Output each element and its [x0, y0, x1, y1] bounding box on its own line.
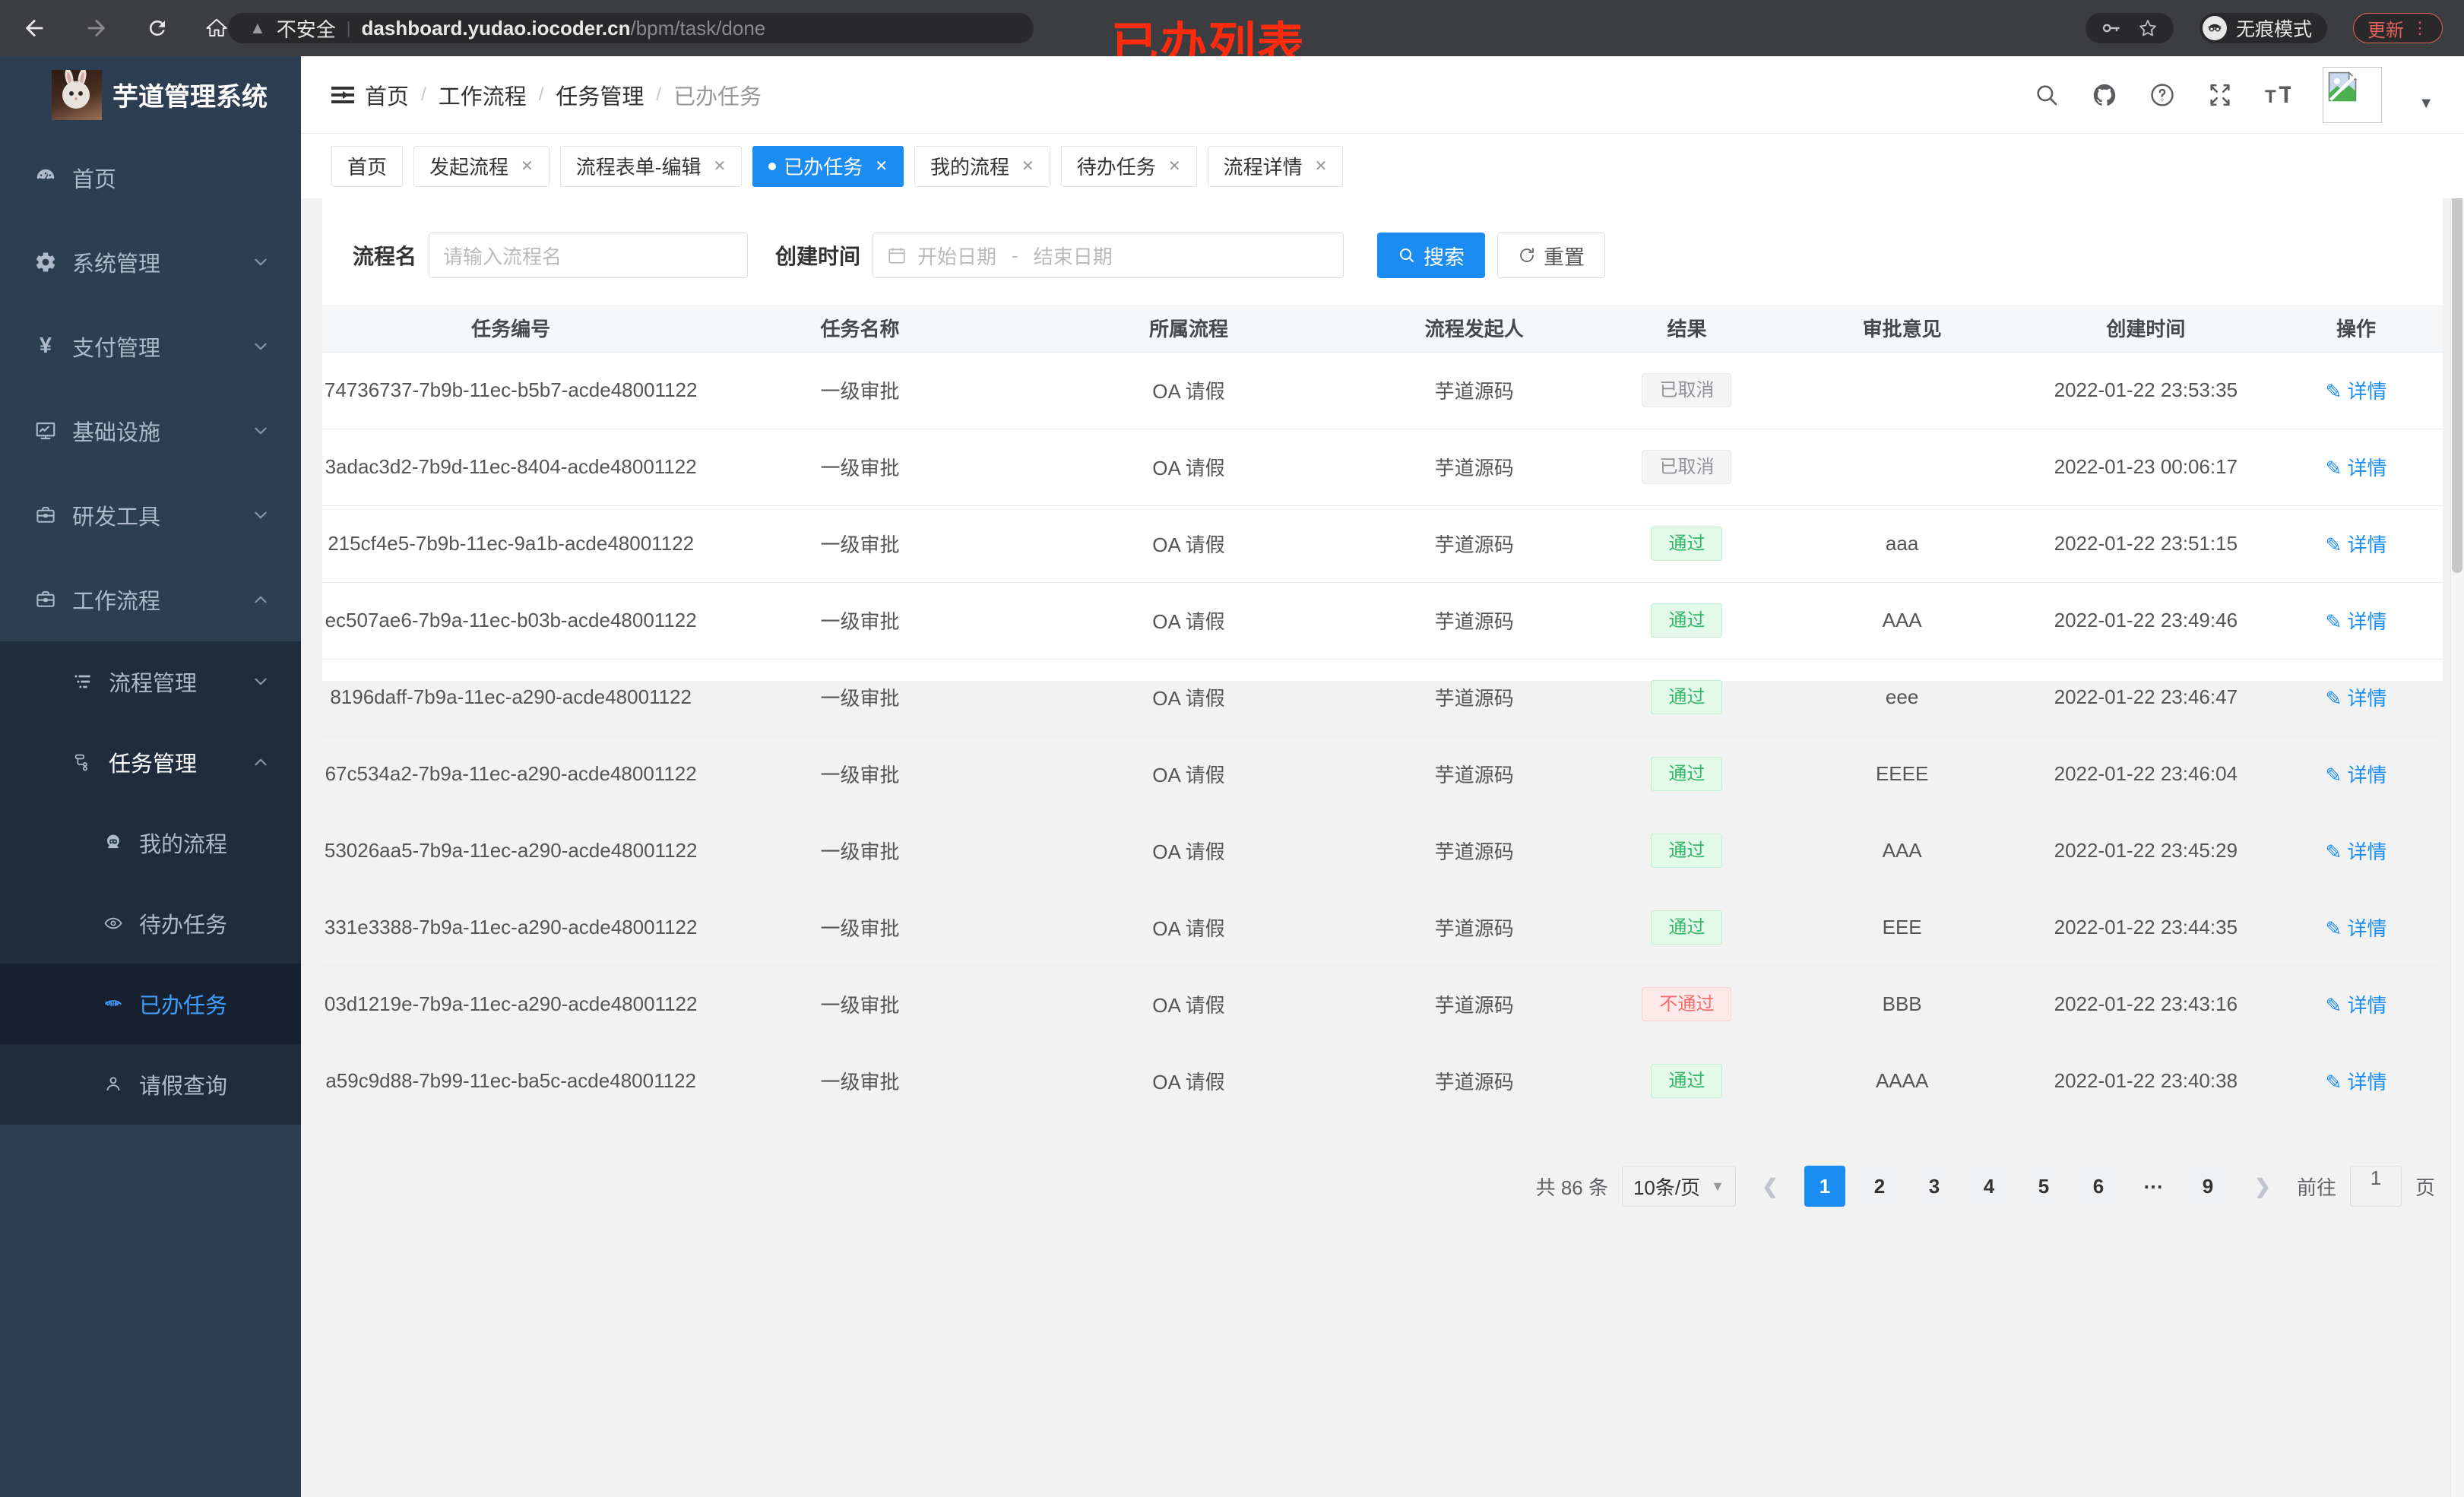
svg-text:T: T: [2265, 86, 2276, 106]
svg-text:T: T: [2279, 82, 2291, 108]
